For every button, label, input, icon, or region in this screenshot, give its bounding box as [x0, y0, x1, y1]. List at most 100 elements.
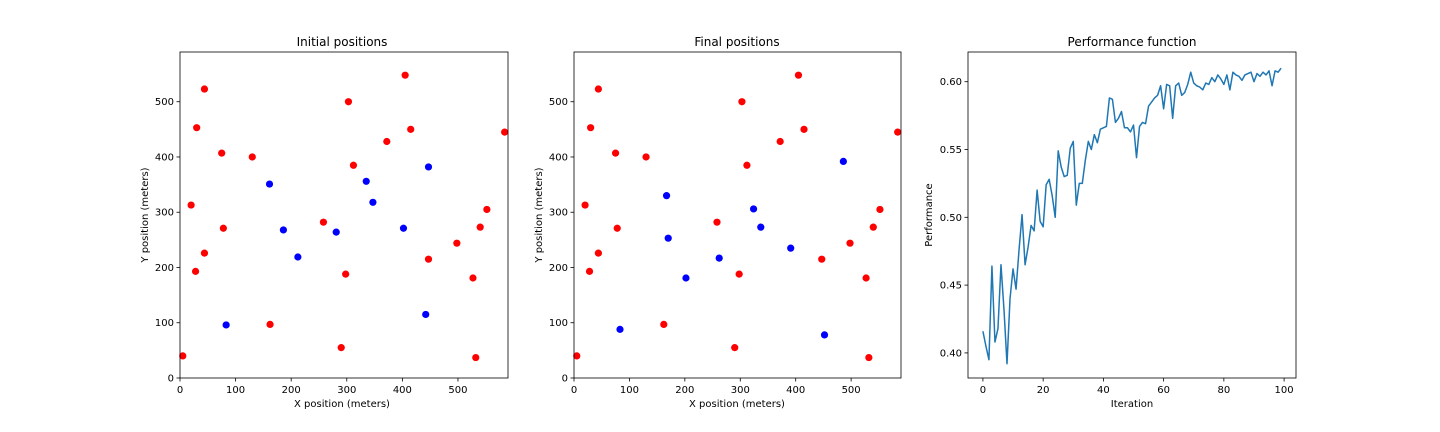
chart-title: Initial positions [297, 35, 388, 49]
x-tick-label: 300 [731, 385, 750, 396]
scatter-point [573, 352, 581, 360]
scatter-point [585, 267, 594, 275]
scatter-point [179, 352, 187, 360]
scatter-point [424, 255, 433, 263]
initial-positions-scatter-chart: Initial positions X position (meters) Y … [140, 35, 509, 410]
y-tick-label: 0.55 [940, 145, 962, 156]
x-tick-label: 0 [980, 385, 986, 396]
y-tick-label: 300 [155, 208, 174, 219]
scatter-point [407, 125, 415, 133]
scatter-point [757, 223, 765, 231]
scatter-point [369, 198, 377, 206]
scatter-point [401, 71, 409, 79]
scatter-point [594, 85, 602, 93]
x-tick-label: 0 [571, 385, 577, 396]
scatter-point [776, 137, 784, 146]
scatter-point [642, 153, 650, 161]
scatter-point [587, 124, 595, 132]
axes-frame [179, 51, 509, 379]
scatter-point [344, 98, 353, 106]
scatter-point [399, 224, 408, 232]
y-axis-label: Y position (meters) [534, 167, 545, 263]
y-tick-label: 100 [155, 318, 174, 329]
x-tick-label: 100 [1275, 385, 1294, 396]
scatter-point [422, 310, 430, 319]
scatter-point [713, 218, 721, 226]
scatter-point [279, 226, 288, 234]
y-tick-label: 400 [549, 152, 568, 163]
scatter-point [738, 98, 746, 106]
scatter-point [219, 224, 227, 232]
scatter-point [483, 205, 491, 214]
scatter-point [248, 153, 256, 161]
scatter-point [383, 137, 391, 146]
performance-function-line-chart: Performance function Iteration Performan… [924, 35, 1297, 410]
scatter-point [362, 177, 370, 185]
y-tick-label: 0.60 [940, 77, 962, 88]
chart-title: Final positions [694, 35, 779, 49]
scatter-point [501, 128, 509, 136]
y-tick-label: 400 [155, 152, 174, 163]
x-tick-label: 0 [177, 385, 183, 396]
scatter-point [731, 344, 739, 352]
scatter-point [876, 205, 884, 214]
scatter-point [218, 149, 226, 157]
y-tick-label: 200 [155, 263, 174, 274]
scatter-point [787, 244, 795, 252]
y-axis-label: Y position (meters) [140, 167, 151, 263]
scatter-point [839, 157, 847, 166]
scatter-point [319, 218, 328, 226]
y-tick-label: 500 [155, 97, 174, 108]
scatter-point [332, 228, 340, 236]
y-tick-label: 300 [549, 208, 568, 219]
scatter-point [818, 255, 826, 263]
x-axis-label: X position (meters) [689, 399, 785, 410]
x-tick-label: 400 [786, 385, 805, 396]
scatter-point [682, 274, 690, 282]
scatter-point [200, 85, 209, 93]
x-tick-label: 100 [226, 385, 245, 396]
x-axis-label: X position (meters) [294, 399, 390, 410]
y-tick-label: 0 [562, 374, 568, 385]
scatter-point [337, 344, 345, 352]
scatter-point [662, 192, 671, 200]
scatter-point [266, 320, 274, 329]
y-tick-label: 0.50 [940, 213, 962, 224]
x-tick-label: 300 [337, 385, 356, 396]
scatter-point [869, 223, 877, 231]
performance-line [982, 67, 1282, 365]
x-tick-label: 40 [1097, 385, 1110, 396]
final-positions-scatter-chart: Final positions X position (meters) Y po… [534, 35, 902, 410]
scatter-point [191, 267, 200, 275]
x-tick-label: 200 [282, 385, 301, 396]
scatter-point [581, 201, 589, 209]
scatter-point [594, 249, 602, 257]
scatter-point [193, 124, 201, 132]
y-tick-label: 0 [168, 374, 174, 385]
scatter-point [894, 128, 902, 136]
scatter-point [453, 239, 461, 247]
x-tick-label: 60 [1157, 385, 1170, 396]
x-tick-label: 200 [675, 385, 694, 396]
scatter-point [800, 125, 808, 133]
y-tick-label: 200 [549, 263, 568, 274]
scatter-point [469, 274, 477, 282]
scatter-point [424, 163, 433, 171]
scatter-point [715, 254, 723, 262]
scatter-point [865, 353, 873, 362]
x-tick-label: 500 [842, 385, 861, 396]
x-tick-label: 100 [620, 385, 639, 396]
x-tick-label: 80 [1217, 385, 1230, 396]
y-tick-label: 500 [549, 97, 568, 108]
scatter-point [616, 325, 624, 333]
axes-frame [573, 51, 902, 379]
axes-frame [967, 51, 1297, 379]
scatter-point [200, 249, 209, 257]
scatter-point [820, 331, 829, 339]
scatter-point [187, 201, 195, 209]
scatter-point [611, 149, 620, 157]
scatter-point [476, 223, 484, 231]
scatter-point [749, 205, 758, 213]
scatter-point [660, 320, 668, 329]
